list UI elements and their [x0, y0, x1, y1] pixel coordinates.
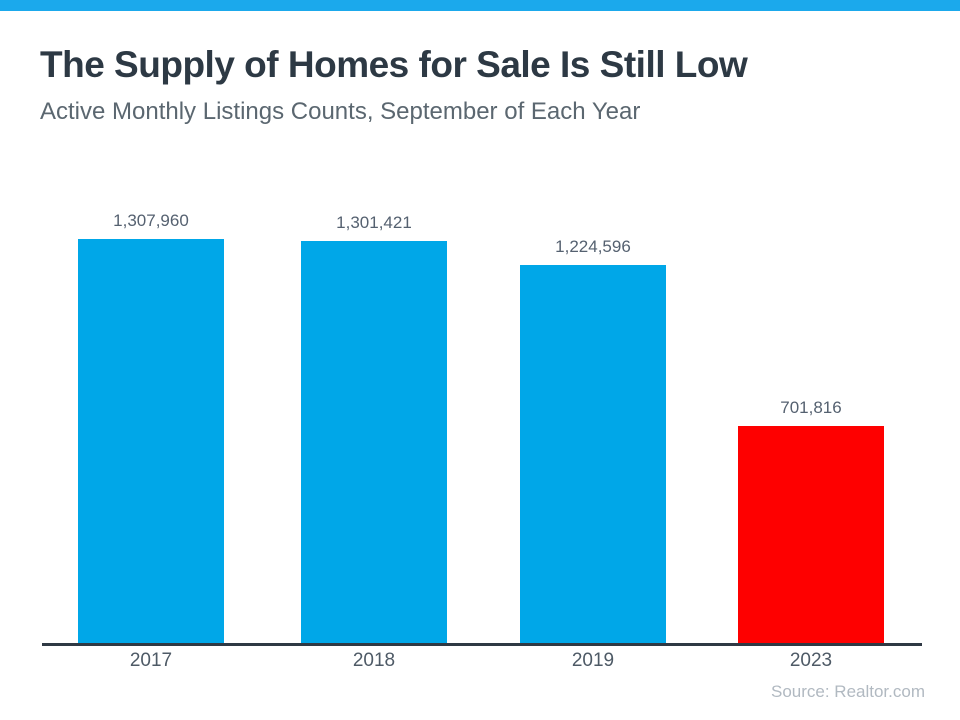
bar-2023 [738, 426, 884, 643]
bar-value-label: 701,816 [780, 398, 842, 417]
bar-value-label: 1,307,960 [113, 211, 189, 230]
x-axis-tick-label: 2017 [129, 650, 173, 671]
bar-2017 [78, 239, 224, 643]
top-accent-bar [0, 0, 960, 11]
source-attribution: Source: Realtor.com [770, 682, 925, 701]
page-subtitle: Active Monthly Listings Counts, Septembe… [40, 98, 641, 125]
x-axis-line [42, 643, 922, 646]
page-title: The Supply of Homes for Sale Is Still Lo… [40, 44, 748, 85]
bar-2019 [520, 265, 666, 643]
x-axis-tick-label: 2018 [352, 650, 396, 671]
x-axis-tick-label: 2023 [789, 650, 833, 671]
bar-chart: 1,307,960 1,301,421 1,224,596 701,816 [78, 211, 884, 643]
bar-value-label: 1,224,596 [555, 237, 631, 256]
bar-2018 [301, 241, 447, 643]
x-axis-tick-label: 2019 [571, 650, 615, 671]
bar-value-label: 1,301,421 [336, 213, 412, 232]
